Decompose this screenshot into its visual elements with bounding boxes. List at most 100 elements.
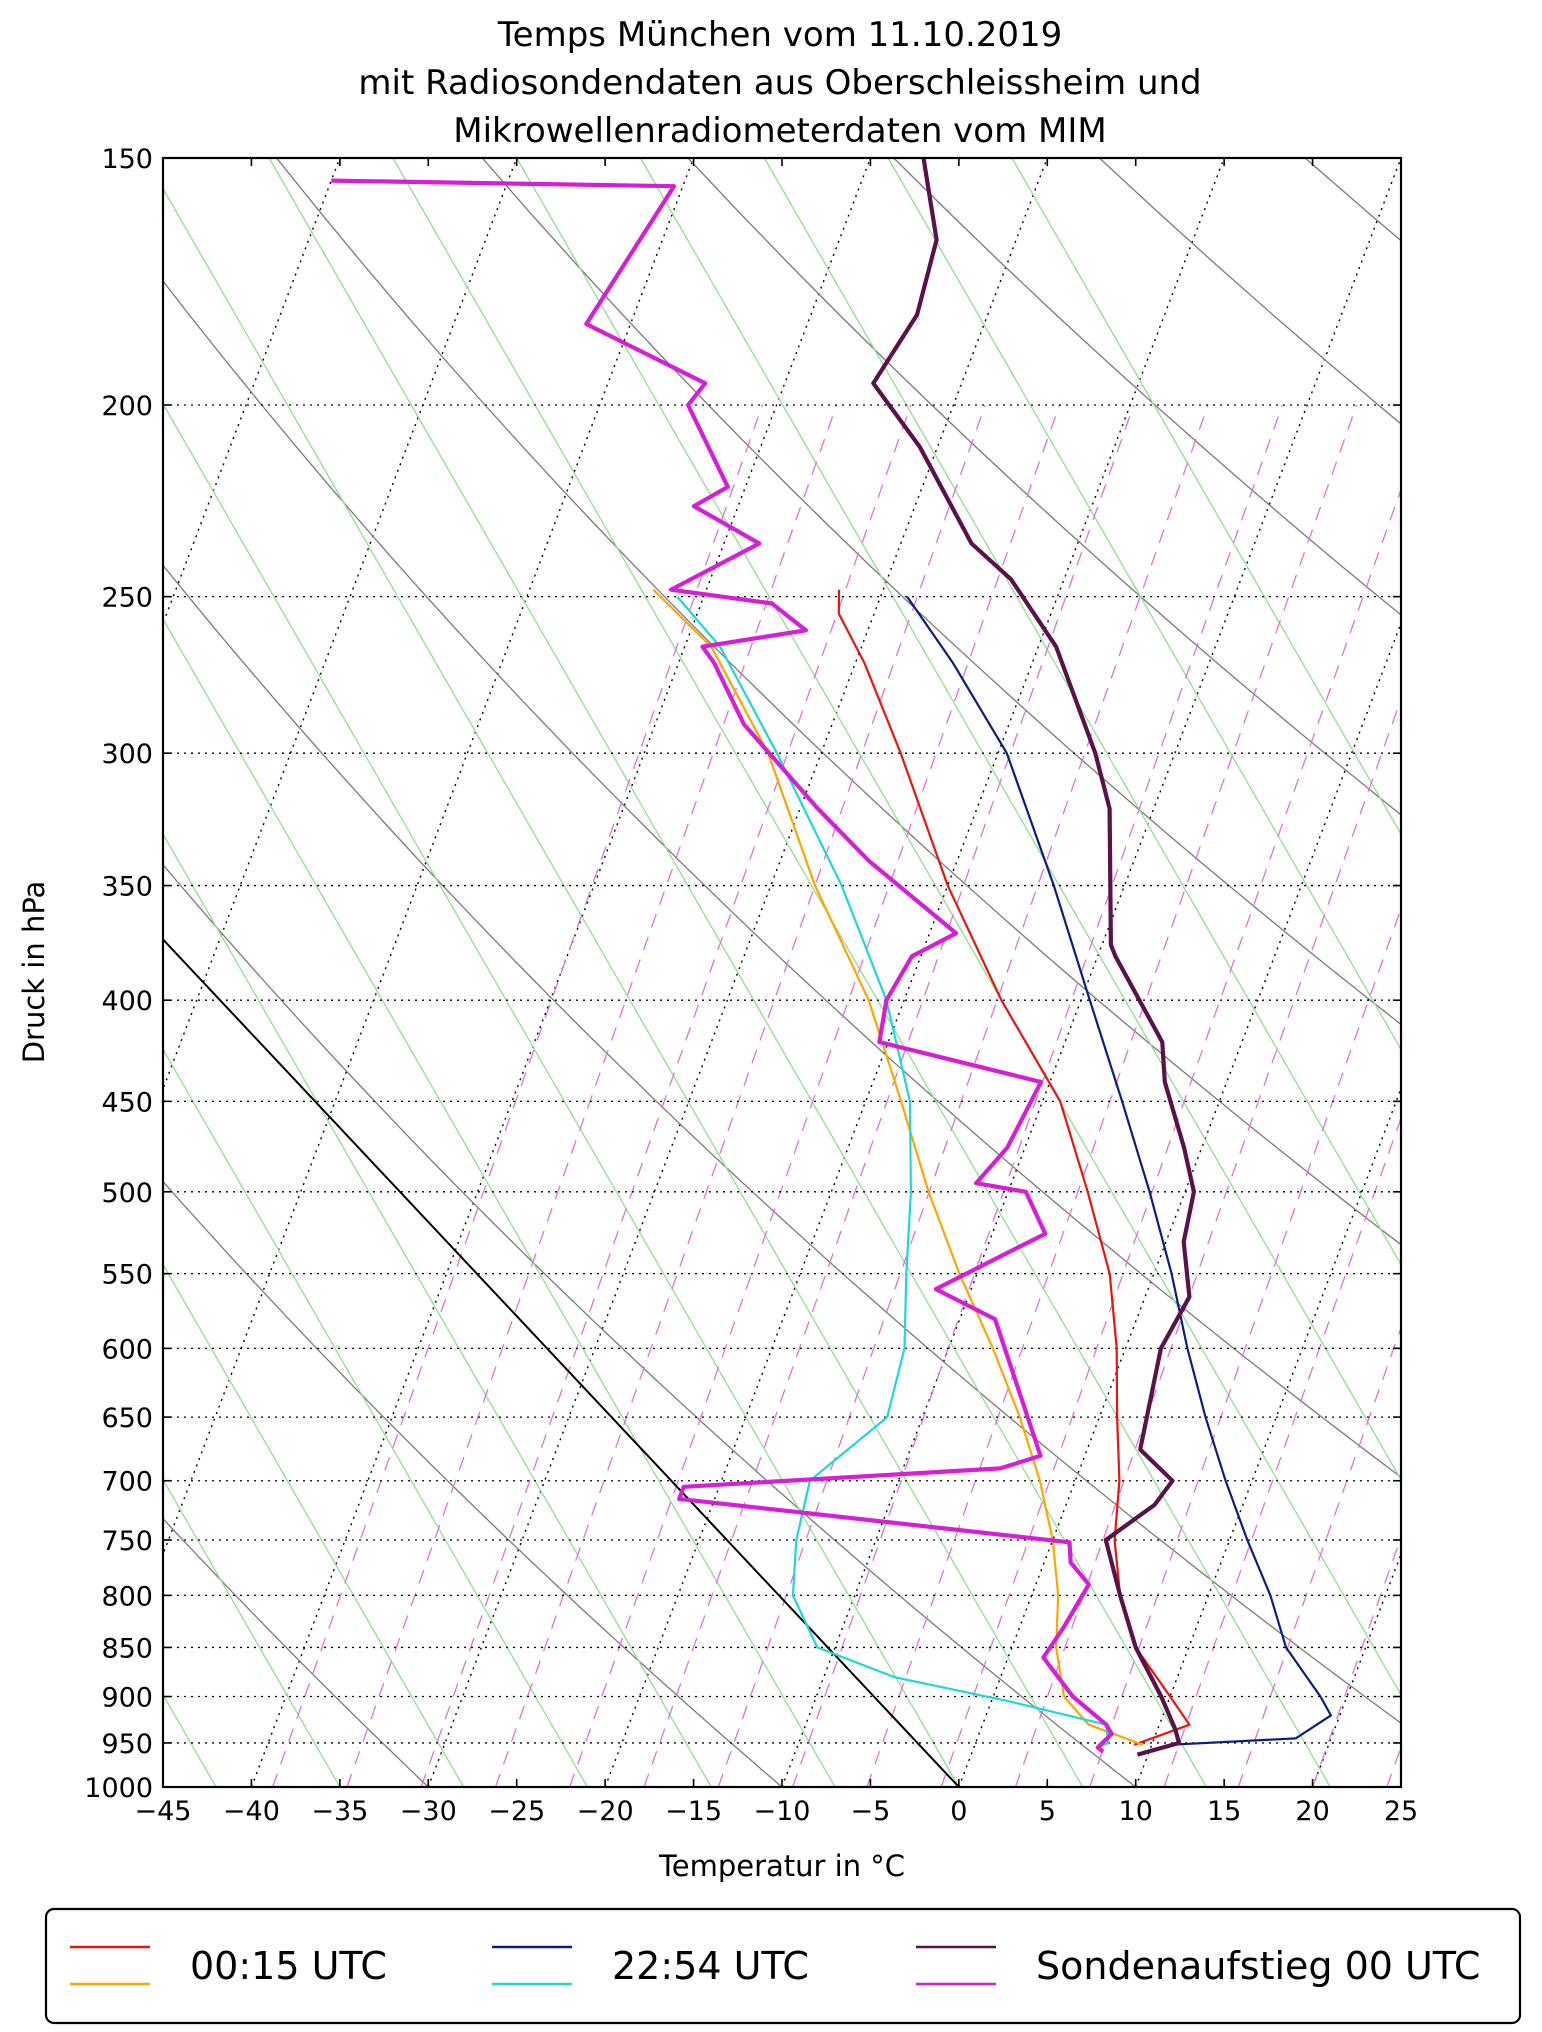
moist-adiabat-line <box>887 158 1401 1051</box>
x-tick-label: −5 <box>851 1796 891 1827</box>
dry-adiabat-line <box>481 158 1401 1026</box>
y-tick-label: 450 <box>101 1087 153 1118</box>
mixing-ratio-line <box>643 404 1135 1787</box>
x-tick-label: −10 <box>754 1796 811 1827</box>
dry-adiabat-line <box>163 279 1401 1478</box>
x-tick-label: 15 <box>1207 1796 1241 1827</box>
moist-adiabat-line <box>639 158 1401 1481</box>
dry-adiabat-line <box>275 158 1401 1246</box>
series-line-temperature <box>871 158 1197 1757</box>
legend-box <box>44 1907 1522 2025</box>
legend-label: Sondenaufstieg 00 UTC <box>1036 1944 1480 1988</box>
mixing-ratio-line <box>272 404 764 1787</box>
isotherm-line <box>1135 1086 1401 1787</box>
x-tick-label: −35 <box>311 1796 368 1827</box>
series-line-dewpoint <box>331 178 1114 1754</box>
background-lines <box>163 158 1542 1787</box>
x-tick-label: 10 <box>1119 1796 1153 1827</box>
x-tick-label: 0 <box>950 1796 967 1827</box>
mixing-ratio-line <box>346 404 838 1787</box>
y-tick-label: 700 <box>101 1467 153 1498</box>
moist-adiabat-line <box>763 158 1401 1266</box>
y-tick-label: 400 <box>101 986 153 1017</box>
moist-adiabat-line <box>516 158 1401 1697</box>
mixing-ratio-line <box>569 404 1061 1787</box>
title-line-3: Mikrowellenradiometerdaten vom MIM <box>453 111 1106 151</box>
moist-adiabat-line <box>1011 158 1401 836</box>
mixing-ratio-line <box>1089 906 1401 1787</box>
y-tick-label: 600 <box>101 1334 153 1365</box>
moist-adiabat-line <box>268 158 1208 1787</box>
isotherm-line <box>604 158 1225 1787</box>
legend-label: 00:15 UTC <box>190 1944 387 1988</box>
data-series <box>331 158 1333 1757</box>
x-tick-label: −25 <box>488 1796 545 1827</box>
x-tick-label: −45 <box>135 1796 192 1827</box>
moist-adiabat-line <box>163 1048 589 1787</box>
y-tick-label: 800 <box>101 1581 153 1612</box>
moist-adiabat-line <box>163 1263 465 1787</box>
mixing-ratio-line <box>420 404 912 1787</box>
y-tick-label: 650 <box>101 1403 153 1434</box>
dry-adiabat-line <box>1304 158 1401 242</box>
series-line-dewpoint <box>676 595 1110 1749</box>
legend-label: 22:54 UTC <box>612 1944 809 1988</box>
isotherm-line <box>1311 1552 1401 1787</box>
mixing-ratio-line <box>791 404 1283 1787</box>
moist-adiabat-line <box>163 617 836 1787</box>
y-tick-label: 300 <box>101 739 153 770</box>
mixing-ratio-line <box>1535 405 1542 1787</box>
x-tick-label: 25 <box>1384 1796 1418 1827</box>
x-tick-label: −30 <box>400 1796 457 1827</box>
y-tick-label: 550 <box>101 1260 153 1291</box>
moist-adiabat-line <box>392 158 1331 1787</box>
y-axis-label: Druck in hPa <box>17 881 51 1064</box>
series-line-temperature <box>906 595 1333 1746</box>
series-line-dewpoint <box>652 588 1144 1746</box>
moist-adiabat-line <box>163 187 1084 1787</box>
y-tick-label: 750 <box>101 1526 153 1557</box>
mixing-ratio-line <box>1014 697 1401 1787</box>
dry-adiabat-line <box>163 1180 783 1787</box>
dry-adiabat-line <box>163 1517 429 1787</box>
mixing-ratio-line <box>1311 1535 1401 1787</box>
dry-adiabat-line <box>163 863 1137 1787</box>
mixing-ratio-line <box>1163 1116 1401 1787</box>
mixing-ratio-line <box>1386 1745 1401 1787</box>
mixing-ratio-line <box>494 404 986 1787</box>
x-tick-label: −40 <box>223 1796 280 1827</box>
moist-adiabat-line <box>163 1478 341 1787</box>
x-axis-label: Temperatur in °C <box>658 1849 905 1883</box>
y-tick-label: 900 <box>101 1683 153 1714</box>
x-tick-label: 5 <box>1039 1796 1056 1827</box>
isotherm-line <box>163 158 695 1557</box>
dry-adiabat-line <box>1098 158 1401 425</box>
isotherm-line <box>163 158 518 1091</box>
mixing-ratio-line <box>1461 405 1542 1787</box>
axis-ticks: 1502002503003504004505005506006507007508… <box>84 144 1418 1827</box>
moist-adiabat-line <box>163 832 712 1787</box>
mixing-ratio-line <box>940 487 1401 1787</box>
title-line-1: Temps München vom 11.10.2019 <box>497 15 1063 55</box>
y-tick-label: 950 <box>101 1729 153 1760</box>
legend: 00:15 UTC 22:54 UTC Sondenaufstieg 00 UTC <box>44 1907 1522 2025</box>
dry-adiabat-line <box>163 564 1401 1724</box>
y-tick-label: 1000 <box>84 1773 153 1804</box>
y-tick-label: 250 <box>101 583 153 614</box>
y-tick-label: 150 <box>101 144 153 175</box>
dry-adiabat-line <box>893 158 1401 616</box>
chart-title: Temps München vom 11.10.2019 mit Radioso… <box>358 15 1201 151</box>
plot-frame <box>161 156 1403 1789</box>
y-tick-label: 850 <box>101 1633 153 1664</box>
y-tick-label: 350 <box>101 872 153 903</box>
y-tick-label: 200 <box>101 391 153 422</box>
x-tick-label: 20 <box>1295 1796 1329 1827</box>
dry-adiabat-line <box>687 158 1401 816</box>
reference-line <box>163 937 960 1787</box>
x-tick-label: −20 <box>577 1796 634 1827</box>
isotherm-line <box>958 621 1401 1787</box>
x-tick-label: −15 <box>665 1796 722 1827</box>
mixing-ratio-line <box>717 404 1209 1787</box>
mixing-ratio-line <box>1237 1325 1401 1787</box>
y-tick-label: 500 <box>101 1178 153 1209</box>
